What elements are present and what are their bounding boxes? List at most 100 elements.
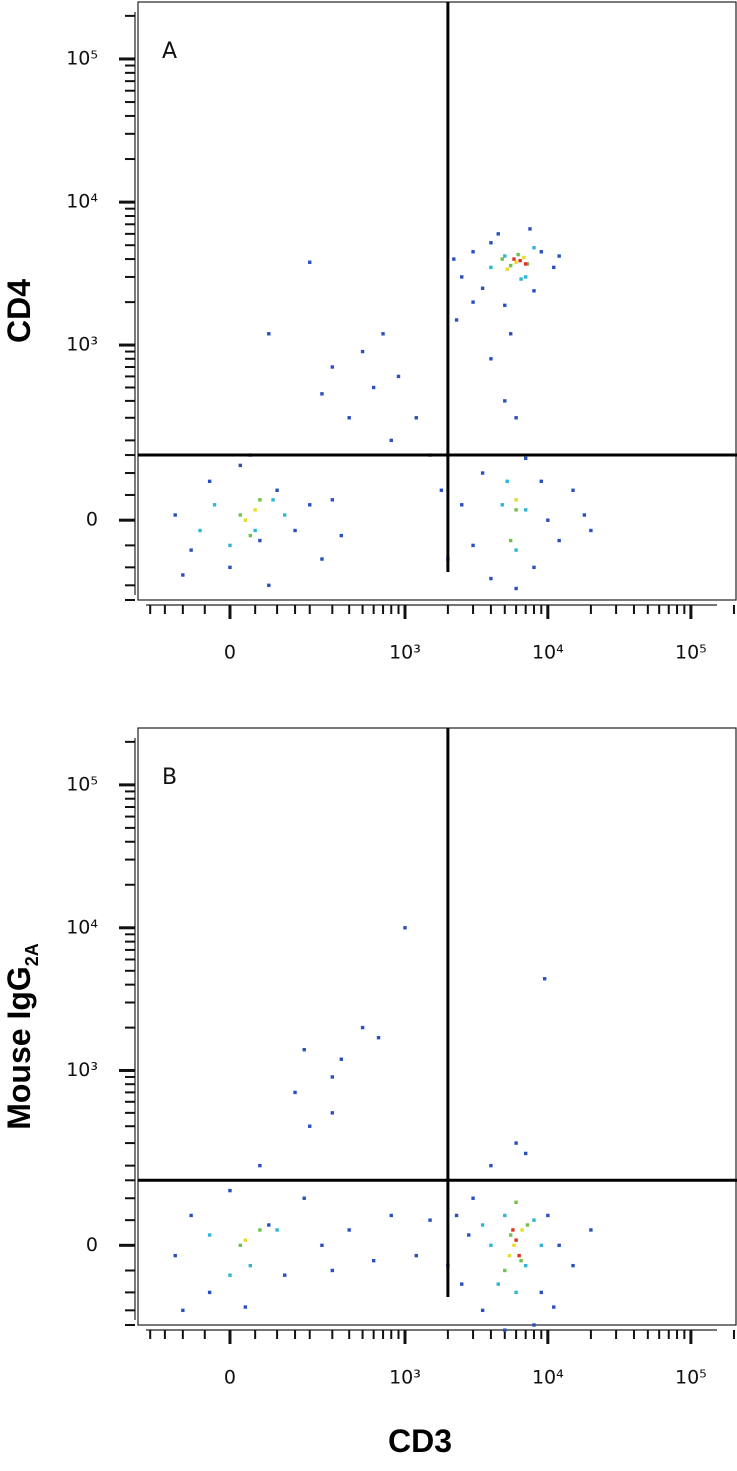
event-dot	[253, 528, 257, 533]
y-tick-label: 10³	[66, 334, 98, 356]
event-dot	[503, 254, 507, 258]
event-dot	[557, 538, 561, 543]
event-dot	[275, 488, 279, 492]
event-dot	[532, 246, 536, 250]
event-dot	[308, 1124, 312, 1128]
event-dot	[522, 255, 526, 260]
event-dot	[330, 1075, 335, 1079]
event-dot	[503, 303, 507, 308]
event-dot	[552, 265, 556, 270]
event-dot	[460, 503, 464, 507]
event-dot	[496, 232, 500, 236]
event-dot	[460, 1282, 464, 1286]
event-dot	[509, 1233, 513, 1237]
event-dot	[489, 357, 493, 361]
event-dot	[243, 518, 248, 522]
event-dot	[243, 1305, 248, 1309]
event-dot	[557, 1243, 561, 1248]
event-dot	[253, 508, 257, 512]
event-dot	[207, 1290, 212, 1295]
event-dot	[347, 1228, 351, 1232]
event-dot	[173, 513, 177, 517]
event-dot	[267, 1223, 271, 1227]
event-dot	[500, 503, 504, 507]
event-dot	[552, 1305, 556, 1309]
event-dot	[471, 543, 475, 548]
event-dot	[228, 543, 232, 548]
x-tick-label: 10⁴	[532, 642, 564, 664]
y-axis-title-text: Mouse IgG	[1, 966, 37, 1130]
event-dot	[557, 254, 561, 258]
event-dot	[414, 1253, 418, 1258]
x-tick-label: 10³	[389, 642, 421, 664]
event-dot	[283, 513, 287, 517]
event-dot	[589, 1228, 593, 1232]
event-dot	[454, 318, 459, 322]
event-dot	[582, 513, 587, 517]
event-dot	[539, 250, 543, 254]
event-dot	[308, 503, 312, 507]
event-dot	[396, 374, 401, 379]
event-dot	[389, 438, 393, 443]
event-dot	[320, 1243, 324, 1248]
event-dot	[471, 300, 475, 304]
event-dot	[520, 1228, 524, 1232]
event-dot	[243, 1238, 248, 1242]
y-axis-title: Mouse IgG2A	[1, 943, 42, 1130]
event-dot	[228, 1188, 232, 1193]
event-dot	[228, 1273, 232, 1277]
event-dot	[509, 332, 513, 336]
event-dot	[523, 262, 528, 266]
event-dot	[519, 1258, 523, 1263]
event-dot	[320, 557, 324, 561]
event-dot	[532, 565, 536, 570]
event-dot	[283, 1273, 287, 1277]
event-dot	[480, 286, 485, 290]
event-dot	[339, 1057, 343, 1061]
event-dot	[452, 257, 456, 261]
event-dot	[381, 332, 385, 336]
event-dot	[514, 260, 518, 264]
x-tick-label: 0	[224, 1367, 236, 1389]
event-dot	[539, 1243, 543, 1248]
event-dot	[471, 250, 475, 254]
event-dot	[480, 1308, 485, 1313]
event-dot	[528, 227, 532, 231]
event-dot	[509, 263, 513, 268]
y-tick-label: 10⁵	[66, 47, 98, 69]
event-dot	[189, 1213, 193, 1218]
y-tick-label: 10⁴	[66, 191, 98, 213]
event-dot	[532, 1323, 536, 1327]
event-dot	[546, 518, 550, 522]
event-dot	[347, 416, 351, 420]
panel: 0 10³ 10⁴ 10⁵ 0 10³ 10⁴ 10⁵ B Mouse IgG2A CD3	[1, 727, 737, 1459]
event-dot	[505, 479, 509, 484]
event-dot	[525, 262, 530, 266]
event-dot	[514, 508, 518, 512]
event-dot	[523, 508, 528, 512]
event-dot	[189, 548, 193, 552]
event-dot	[439, 488, 444, 492]
event-dot	[532, 1218, 536, 1222]
event-dot	[267, 583, 271, 588]
event-dot	[228, 565, 232, 570]
y-tick-label: 10⁵	[66, 773, 98, 795]
event-dot	[302, 1196, 306, 1200]
event-dot	[539, 1290, 543, 1295]
panel-label: A	[162, 39, 177, 64]
event-dot	[371, 385, 376, 390]
event-dot	[181, 1308, 185, 1313]
event-dot	[403, 926, 407, 930]
event-dot	[414, 416, 418, 420]
event-dot	[293, 528, 297, 533]
event-dot	[467, 1233, 471, 1237]
event-dot	[360, 1025, 365, 1030]
event-dot	[258, 538, 262, 543]
event-dot	[546, 1213, 550, 1218]
event-dot	[293, 1090, 297, 1095]
event-dot	[471, 1196, 475, 1200]
event-dot	[532, 289, 536, 293]
event-dot	[571, 488, 575, 492]
event-dot	[248, 533, 253, 538]
